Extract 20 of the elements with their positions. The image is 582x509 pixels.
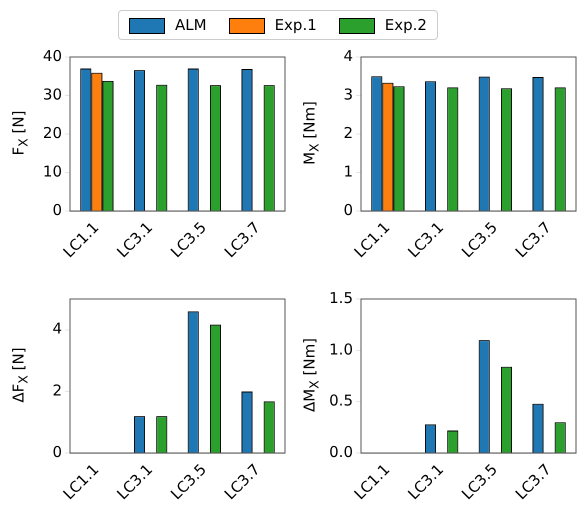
y-tick-label: 20 [42, 124, 62, 142]
y-tick-label: 40 [42, 46, 62, 65]
y-tick-label: 30 [42, 85, 62, 104]
y-tick-label: 0.0 [329, 442, 353, 461]
y-tick-label: 4 [52, 320, 62, 338]
y-tick-label: 1.5 [329, 288, 353, 307]
y-tick-label: 10 [42, 162, 62, 180]
legend-label: Exp.2 [384, 16, 427, 34]
y-tick-label: 4 [343, 46, 353, 65]
y-tick-label: 0 [52, 442, 62, 461]
y-tick-label: 2 [343, 124, 353, 142]
y-tick-label: 1 [343, 162, 353, 180]
legend-label: Exp.1 [274, 16, 317, 34]
y-tick-label: 0 [343, 200, 353, 219]
y-tick-label: 0.5 [329, 392, 353, 410]
legend-label: ALM [174, 16, 207, 34]
y-tick-label: 3 [343, 85, 353, 104]
y-tick-label: 1.0 [329, 340, 353, 358]
y-tick-label: 0 [52, 200, 62, 219]
y-tick-label: 2 [52, 381, 62, 400]
